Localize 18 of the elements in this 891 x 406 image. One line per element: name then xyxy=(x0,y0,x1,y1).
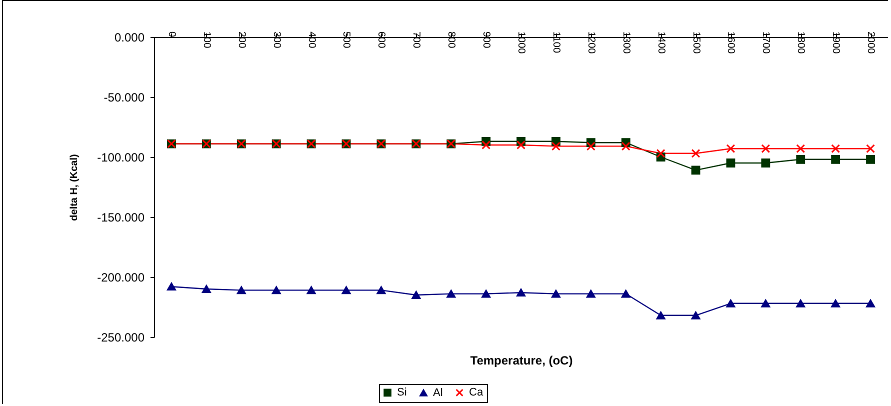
x-tick-label: 1900 xyxy=(830,32,842,54)
legend-label: Al xyxy=(433,386,443,399)
x-tick-label: 1300 xyxy=(620,32,632,54)
legend-label: Ca xyxy=(469,386,484,399)
y-tick-label: -50.000 xyxy=(104,90,145,104)
x-tick-label: 1700 xyxy=(760,32,772,54)
x-tick-label: 1500 xyxy=(690,32,702,54)
legend-label: Si xyxy=(397,386,407,399)
x-tick-label: 1200 xyxy=(585,32,596,54)
y-tick-label: -200.000 xyxy=(97,270,145,284)
y-tick-label: 0.000 xyxy=(114,30,145,44)
y-tick-label: -250.000 xyxy=(97,330,145,344)
x-tick-label: 1100 xyxy=(550,32,562,54)
y-tick-label: -150.000 xyxy=(97,210,145,224)
y-axis-title: delta H, (Kcal) xyxy=(69,154,80,221)
y-tick-label: -100.000 xyxy=(97,150,145,164)
x-tick-label: 1400 xyxy=(655,32,666,54)
x-axis-title: Temperature, (oC) xyxy=(470,354,573,368)
